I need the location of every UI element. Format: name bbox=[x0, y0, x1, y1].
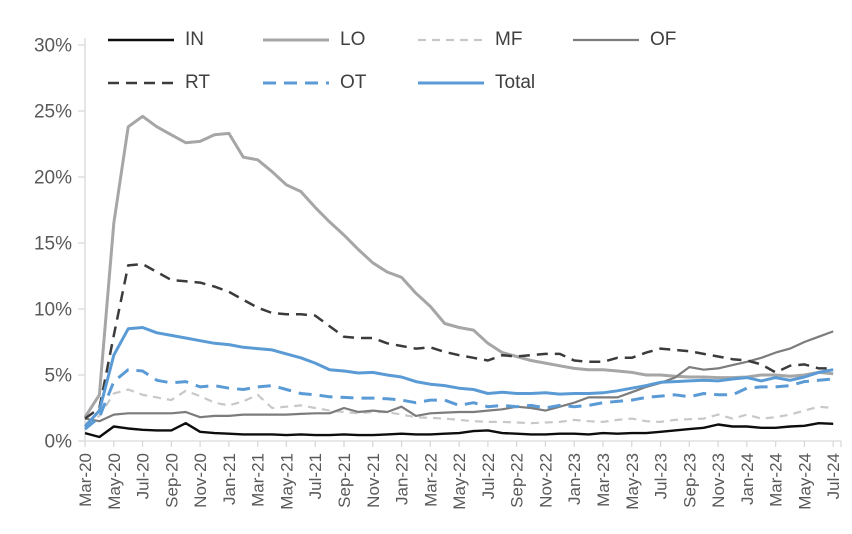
legend-swatch-lo bbox=[263, 38, 329, 41]
series-line-total bbox=[83, 326, 834, 428]
x-axis-tick-label: Jan-24 bbox=[738, 453, 757, 505]
legend-label-lo: LO bbox=[340, 28, 366, 50]
legend-label-total: Total bbox=[495, 71, 536, 93]
legend-item-of: OF bbox=[573, 18, 728, 61]
y-axis-tick-label: 20% bbox=[34, 168, 72, 189]
x-axis-tick-label: Nov-20 bbox=[191, 453, 210, 508]
x-axis-tick-label: Jan-22 bbox=[393, 453, 412, 505]
x-axis-tick-label: May-23 bbox=[623, 453, 642, 510]
y-axis-tick-label: 0% bbox=[45, 432, 73, 453]
y-axis-tick-label: 30% bbox=[34, 36, 72, 57]
x-axis-tick-label: Jul-20 bbox=[134, 453, 153, 499]
series-line-mf bbox=[84, 388, 834, 425]
x-axis-tick-label: Mar-24 bbox=[767, 453, 786, 507]
x-axis-tick-label: Nov-23 bbox=[709, 453, 728, 508]
x-axis-tick-label: May-20 bbox=[105, 453, 124, 510]
chart-legend: IN LO MF OF RT OT Total bbox=[108, 18, 768, 104]
y-axis-tick-label: 5% bbox=[45, 366, 73, 387]
legend-item-mf: MF bbox=[418, 18, 573, 61]
x-axis-tick-label: Jan-21 bbox=[220, 453, 239, 505]
legend-swatch-in bbox=[108, 38, 174, 41]
legend-label-ot: OT bbox=[340, 71, 367, 93]
x-axis-tick-label: Mar-21 bbox=[249, 453, 268, 507]
x-axis-tick-label: May-22 bbox=[450, 453, 469, 510]
legend-swatch-mf bbox=[418, 38, 484, 41]
legend-item-rt: RT bbox=[108, 61, 263, 104]
legend-item-ot: OT bbox=[263, 61, 418, 104]
x-axis-tick-label: Sep-23 bbox=[680, 453, 699, 508]
x-axis-tick-label: May-24 bbox=[795, 453, 814, 510]
x-axis-tick-label: Nov-22 bbox=[536, 453, 555, 508]
series-line-rt bbox=[84, 262, 834, 420]
x-axis-tick-label: Sep-21 bbox=[335, 453, 354, 508]
legend-item-in: IN bbox=[108, 18, 263, 61]
legend-swatch-of bbox=[573, 38, 639, 41]
x-axis-tick-label: Sep-22 bbox=[508, 453, 527, 508]
x-axis-tick-label: Jul-23 bbox=[652, 453, 671, 499]
series-line-lo bbox=[83, 114, 834, 419]
legend-item-total: Total bbox=[418, 61, 573, 104]
x-axis-tick-label: Nov-21 bbox=[364, 453, 383, 508]
x-axis-tick-label: Mar-23 bbox=[594, 453, 613, 507]
legend-item-lo: LO bbox=[263, 18, 418, 61]
y-axis-tick-label: 15% bbox=[34, 234, 72, 255]
x-axis-tick-label: Jul-24 bbox=[824, 453, 843, 499]
series-line-of bbox=[84, 330, 834, 423]
legend-swatch-total bbox=[418, 81, 484, 84]
x-axis-tick-label: Sep-20 bbox=[162, 453, 181, 508]
legend-label-of: OF bbox=[650, 28, 677, 50]
legend-label-rt: RT bbox=[185, 71, 210, 93]
x-axis-tick-label: May-21 bbox=[277, 453, 296, 510]
legend-swatch-rt bbox=[108, 81, 174, 84]
x-axis-tick-label: Mar-22 bbox=[421, 453, 440, 507]
y-axis-tick-label: 25% bbox=[34, 102, 72, 123]
x-axis-tick-label: Jul-21 bbox=[306, 453, 325, 499]
legend-label-mf: MF bbox=[495, 28, 523, 50]
legend-label-in: IN bbox=[185, 28, 204, 50]
x-axis-tick-label: Mar-20 bbox=[76, 453, 95, 507]
y-axis-tick-label: 10% bbox=[34, 300, 72, 321]
x-axis-tick-label: Jan-23 bbox=[565, 453, 584, 505]
series-line-in bbox=[84, 422, 834, 439]
legend-swatch-ot bbox=[263, 81, 329, 84]
x-axis-tick-label: Jul-22 bbox=[479, 453, 498, 499]
